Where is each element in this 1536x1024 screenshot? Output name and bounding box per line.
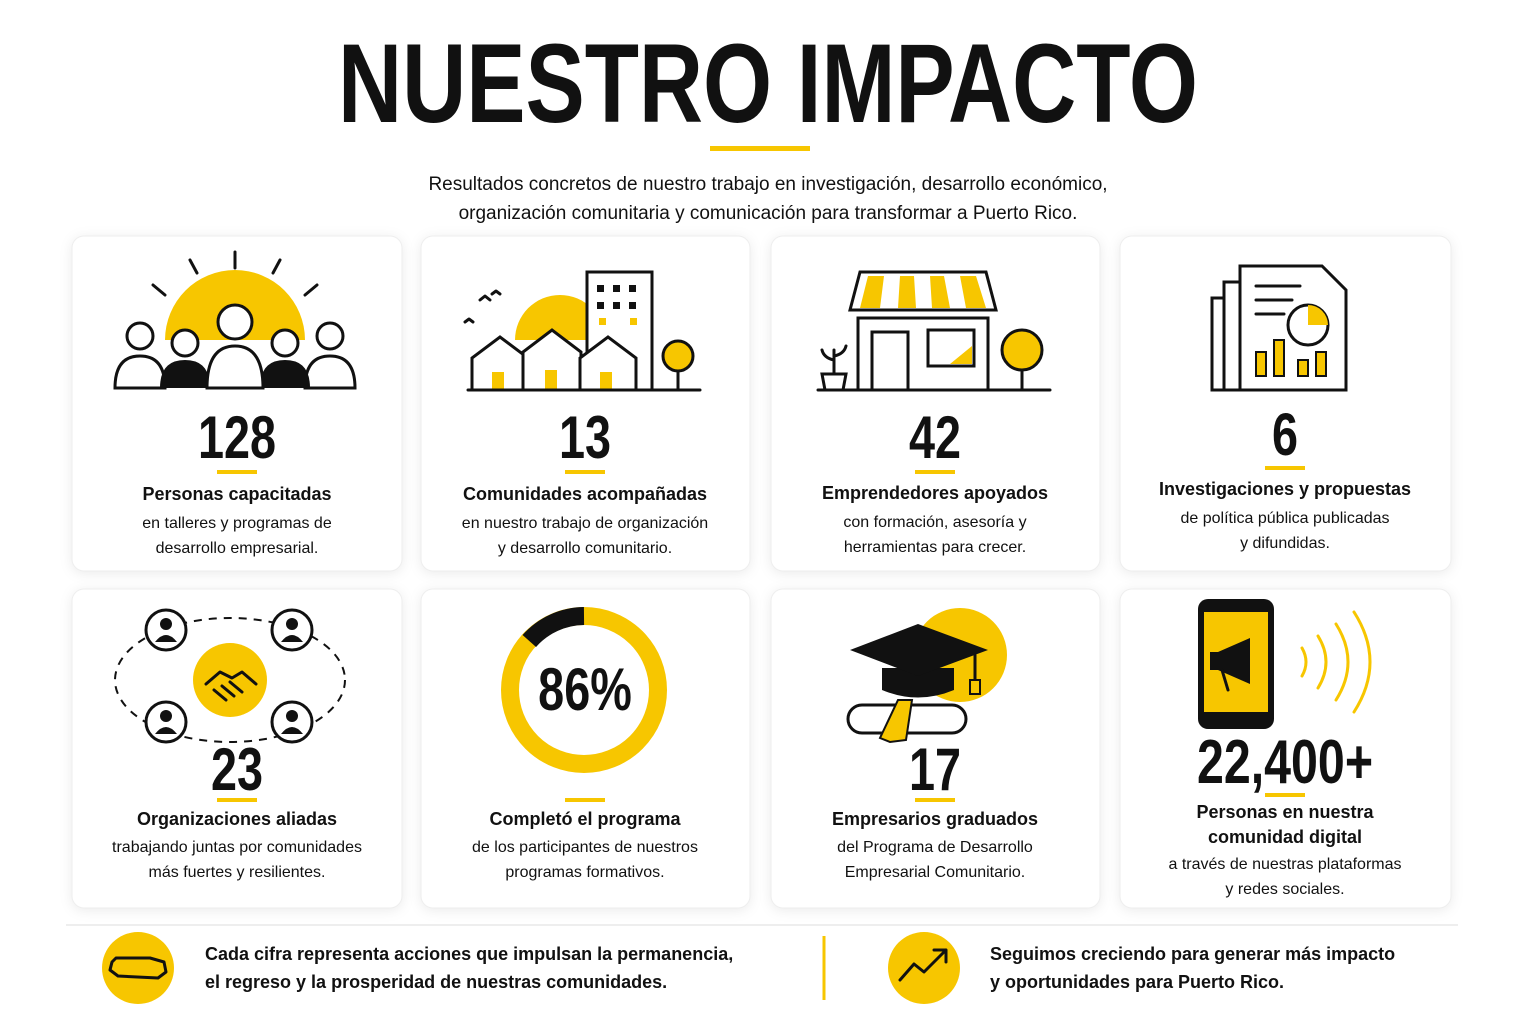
- stat-underline: [915, 470, 955, 474]
- card-description: trabajando juntas por comunidades: [112, 839, 362, 856]
- card: [770, 235, 1101, 572]
- footer-text: y oportunidades para Puerto Rico.: [990, 972, 1284, 992]
- stat-group: 23: [211, 736, 263, 803]
- card-description: herramientas para crecer.: [844, 539, 1026, 556]
- card-label: Completó el programa: [489, 809, 681, 829]
- stat-group: 13: [559, 404, 611, 471]
- card-description: del Programa de Desarrollo: [837, 839, 1033, 856]
- stat-underline: [1265, 466, 1305, 470]
- card: [71, 235, 403, 572]
- title-underline: [710, 146, 810, 151]
- stat-value: 22,400+: [1197, 727, 1373, 796]
- stat-value: 13: [559, 404, 611, 471]
- phone-icon: [1198, 599, 1372, 729]
- stat-underline: [915, 798, 955, 802]
- stat-value: 6: [1272, 401, 1298, 468]
- card: [770, 588, 1101, 909]
- stat-value: 128: [198, 404, 276, 471]
- stat-group: 128: [198, 404, 276, 471]
- card-description: en nuestro trabajo de organización: [462, 515, 708, 532]
- report-icon: [1210, 264, 1348, 392]
- card-label: comunidad digital: [1208, 827, 1362, 847]
- shop-icon: [816, 270, 1052, 392]
- stat-underline: [217, 470, 257, 474]
- stat-value: 86%: [538, 656, 632, 723]
- card-texts: 128 Personas capacitadas en talleres y pro…: [112, 401, 1411, 898]
- footer-icon: [102, 932, 174, 1004]
- graduation-icon: [846, 608, 1007, 744]
- stat-group: 22,400+: [1197, 727, 1373, 796]
- title: NUESTRO IMPACTO: [338, 21, 1198, 146]
- card-description: con formación, asesoría y: [843, 514, 1026, 531]
- stat-value: 42: [909, 404, 961, 471]
- stat-underline: [565, 470, 605, 474]
- stat-group: 86%: [538, 656, 632, 723]
- stat-group: 6: [1272, 401, 1298, 468]
- card-description: en talleres y programas de: [142, 515, 332, 532]
- stat-underline: [217, 798, 257, 802]
- community-icon: [463, 270, 702, 392]
- card: [420, 235, 751, 572]
- card-label: Investigaciones y propuestas: [1159, 479, 1411, 499]
- card-label: Personas en nuestra: [1196, 802, 1374, 822]
- card-description: Empresarial Comunitario.: [845, 864, 1026, 881]
- card-label: Empresarios graduados: [832, 809, 1038, 829]
- people-icon: [113, 250, 357, 390]
- card-description: programas formativos.: [505, 864, 664, 881]
- card-description: y difundidas.: [1240, 535, 1330, 552]
- footer-text: el regreso y la prosperidad de nuestras …: [205, 972, 667, 992]
- footer-text: Cada cifra representa acciones que impul…: [205, 944, 733, 964]
- stat-group: 17: [909, 736, 961, 803]
- network-icon: [114, 608, 346, 744]
- footer-icon: [888, 932, 960, 1004]
- subtitle: Resultados concretos de nuestro trabajo …: [428, 174, 1107, 195]
- stat-underline: [1265, 793, 1305, 797]
- stat-underline: [565, 798, 605, 802]
- stat-value: 23: [211, 736, 263, 803]
- card-label: Organizaciones aliadas: [137, 809, 337, 829]
- card-label: Personas capacitadas: [142, 484, 331, 504]
- card-label: Comunidades acompañadas: [463, 484, 707, 504]
- card: [420, 588, 751, 909]
- stat-group: 42: [909, 404, 961, 471]
- footer-text: Seguimos creciendo para generar más impa…: [990, 944, 1395, 964]
- card: [1119, 235, 1452, 572]
- card-description: de los participantes de nuestros: [472, 839, 698, 856]
- card: [71, 588, 403, 909]
- donut-icon: [501, 607, 667, 773]
- card-description: y desarrollo comunitario.: [498, 540, 672, 557]
- card-description: y redes sociales.: [1225, 881, 1344, 898]
- subtitle: organización comunitaria y comunicación …: [459, 203, 1078, 224]
- card-description: desarrollo empresarial.: [156, 540, 319, 557]
- card-description: a través de nuestras plataformas: [1168, 856, 1401, 873]
- card-label: Emprendedores apoyados: [822, 483, 1048, 503]
- card-description: más fuertes y resilientes.: [149, 864, 326, 881]
- card-description: de política pública publicadas: [1180, 510, 1389, 527]
- stat-value: 17: [909, 736, 961, 803]
